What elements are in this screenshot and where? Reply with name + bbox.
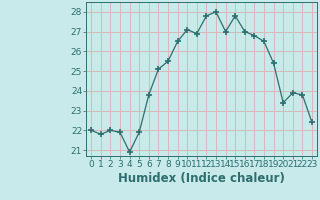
X-axis label: Humidex (Indice chaleur): Humidex (Indice chaleur): [118, 172, 285, 185]
